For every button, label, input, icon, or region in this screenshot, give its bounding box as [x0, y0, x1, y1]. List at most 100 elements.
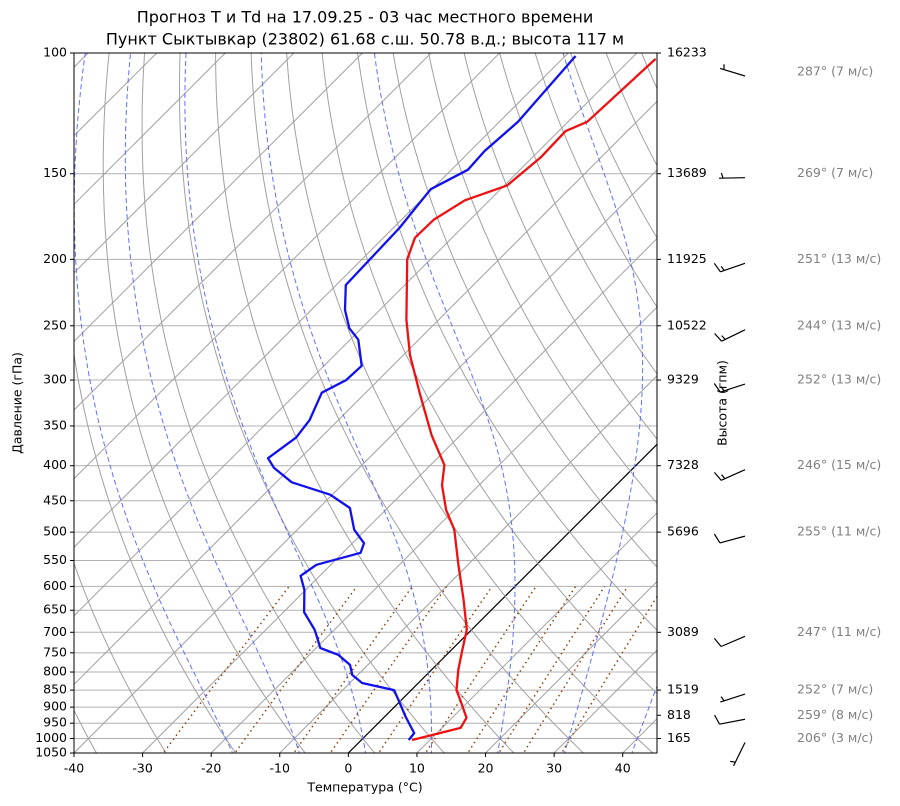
isotherm: [74, 53, 569, 548]
wind-label: 269° (7 м/с): [797, 165, 873, 180]
y-tick-label: 250: [43, 317, 67, 332]
wind-barb: [730, 742, 746, 767]
background-lines: [74, 22, 900, 767]
isotherm: [74, 53, 295, 274]
y-tick-label: 350: [43, 417, 67, 432]
wind-barb: [718, 172, 746, 179]
y-tick-label: 150: [43, 165, 67, 180]
wind-label: 255° (11 м/с): [797, 524, 881, 539]
y2-tick-label: 9329: [667, 372, 699, 387]
isotherm: [74, 53, 432, 411]
y2-tick-label: 5696: [667, 524, 699, 539]
dry-adiabat: [215, 53, 515, 753]
dry-adiabat: [641, 53, 657, 90]
dry-adiabat: [357, 53, 657, 632]
y-tick-label: 650: [43, 602, 67, 617]
dewpoint-line: [266, 55, 577, 741]
x-tick-label: -20: [201, 761, 221, 776]
x-axis-label: Температура (°C): [306, 780, 422, 795]
mixing-ratio: [233, 585, 358, 753]
dry-adiabat: [286, 53, 654, 753]
y-tick-label: 750: [43, 644, 67, 659]
x-tick-label: 10: [409, 761, 425, 776]
plot-frame: [73, 52, 658, 754]
wind-barb: [714, 714, 746, 725]
x-tick-label: 0: [344, 761, 352, 776]
dry-adiabat: [570, 53, 657, 239]
isotherm: [74, 53, 501, 480]
wind-barb: [713, 635, 746, 648]
mixing-ratio: [522, 585, 629, 753]
y-tick-label: 450: [43, 492, 67, 507]
chart-subtitle: Пункт Сыктывкар (23802) 61.68 с.ш. 50.78…: [106, 30, 624, 49]
wind-barb: [719, 64, 746, 77]
wind-barb: [714, 329, 746, 342]
isotherm: [74, 53, 638, 617]
isotherm: [74, 53, 227, 206]
y-tick-label: 700: [43, 624, 67, 639]
wind-label: 259° (8 м/с): [797, 707, 873, 722]
isotherm: [74, 53, 364, 343]
y-axis-label: Давление (гПа): [10, 352, 25, 454]
mixing-ratio: [377, 585, 493, 753]
isotherm: [347, 443, 657, 753]
y2-axis-label: Высота (гпм): [715, 360, 730, 446]
isotherm: [210, 306, 657, 753]
isotherm: [416, 512, 657, 753]
wind-barb: [713, 262, 746, 273]
wind-barb: [713, 533, 746, 544]
y-tick-label: 550: [43, 552, 67, 567]
wind-label: 247° (11 м/с): [797, 624, 881, 639]
profiles: [266, 55, 657, 742]
dry-adiabat: [141, 53, 376, 753]
dry-adiabat: [741, 38, 900, 756]
wind-label: 206° (3 м/с): [797, 730, 873, 745]
dry-adiabat: [74, 53, 237, 753]
wind-label: 252° (7 м/с): [797, 682, 873, 697]
mixing-ratio: [466, 585, 577, 753]
mixing-ratio: [560, 595, 657, 753]
wind-barb: [713, 469, 746, 481]
wind-label: 246° (15 м/с): [797, 457, 881, 472]
wind-label: 244° (13 м/с): [797, 317, 881, 332]
isotherm: [74, 100, 657, 686]
wind-label: 252° (13 м/с): [797, 372, 881, 387]
wind-label: 287° (7 м/с): [797, 64, 873, 79]
dry-adiabat: [499, 53, 657, 375]
y2-tick-label: 3089: [667, 624, 699, 639]
y2-tick-label: 10522: [667, 317, 707, 332]
dry-adiabat: [250, 53, 585, 753]
dry-adiabat: [776, 38, 900, 756]
dry-adiabat: [671, 38, 900, 756]
dry-adiabat: [392, 53, 657, 568]
y2-tick-label: 165: [667, 730, 691, 745]
dry-adiabat: [179, 53, 445, 753]
dry-adiabat: [428, 53, 657, 505]
moist-adiabat: [373, 53, 516, 753]
y2-tick-label: 818: [667, 707, 691, 722]
x-tick-label: 40: [615, 761, 631, 776]
dry-adiabat: [706, 38, 900, 756]
mixing-ratio: [497, 585, 606, 753]
y2-tick-label: 16233: [667, 45, 707, 60]
moist-adiabat: [74, 53, 234, 753]
mixing-ratio: [329, 585, 448, 753]
moist-adiabat: [184, 53, 367, 753]
x-tick-label: -40: [64, 761, 84, 776]
isotherm: [746, 22, 900, 767]
y-tick-label: 200: [43, 251, 67, 266]
y-tick-label: 1050: [35, 745, 67, 760]
wind-label: 251° (13 м/с): [797, 251, 881, 266]
x-tick-label: -30: [132, 761, 152, 776]
dry-adiabat: [102, 53, 306, 753]
moist-adiabat: [124, 53, 300, 753]
x-tick-label: 20: [478, 761, 494, 776]
y2-tick-label: 1519: [667, 682, 699, 697]
y-tick-label: 300: [43, 372, 67, 387]
dry-adiabat: [605, 53, 657, 167]
y-tick-label: 900: [43, 699, 67, 714]
x-tick-label: 30: [546, 761, 562, 776]
y-tick-label: 950: [43, 715, 67, 730]
y-tick-label: 400: [43, 457, 67, 472]
